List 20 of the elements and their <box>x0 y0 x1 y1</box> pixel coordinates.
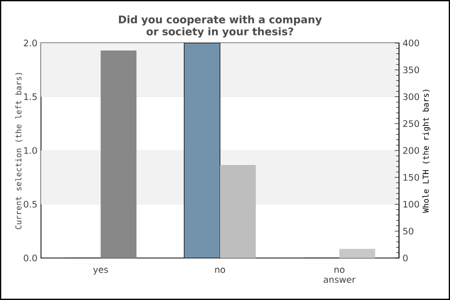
y-tick-label: 1.0 <box>24 147 37 154</box>
y2-tick-label: 50 <box>403 228 414 235</box>
y-tick-label: 2.0 <box>24 40 37 46</box>
y2-tick-label: 250 <box>403 120 420 128</box>
y-tick-label: 1.5 <box>24 93 37 100</box>
y-tick-label: 0.0 <box>24 254 37 262</box>
bar <box>100 50 136 258</box>
y2-tick-label: 150 <box>404 174 420 181</box>
y2-tick-label: 350 <box>403 66 420 74</box>
x-tick-label: no answer <box>324 268 356 283</box>
y2-tick-label: 200 <box>403 147 420 154</box>
y2-tick-label: 300 <box>403 93 420 100</box>
y2-tick-label: 400 <box>402 40 420 46</box>
x-tick-label: no <box>215 268 226 273</box>
y2-tick-label: 0 <box>403 254 408 262</box>
y2-tick-label: 100 <box>404 200 420 208</box>
chart-title: Did you cooperate with a company or society in your thesis? <box>118 15 322 38</box>
y-tick-label: 0.5 <box>24 200 37 208</box>
x-tick-label: yes <box>93 268 108 275</box>
bar <box>339 248 376 258</box>
